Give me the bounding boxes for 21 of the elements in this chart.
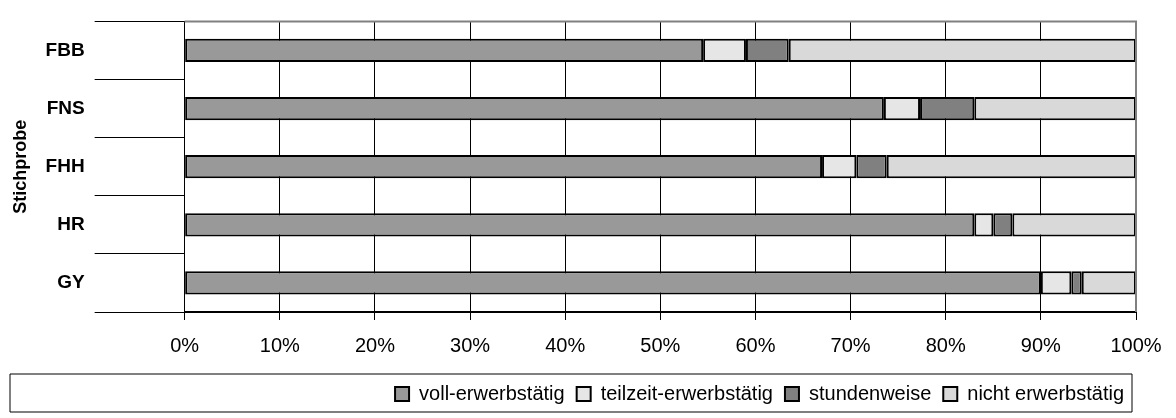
legend-label: voll-erwerbstätig: [419, 381, 565, 404]
legend-label: teilzeit-erwerbstätig: [600, 381, 773, 404]
x-tick-label: 100%: [1110, 333, 1162, 356]
legend-label: nicht erwerbstätig: [967, 381, 1125, 404]
y-tick-label: GY: [57, 271, 85, 293]
x-tick-label: 90%: [1020, 333, 1062, 356]
y-tick-label: HR: [57, 213, 85, 235]
x-tick-label: 80%: [925, 333, 966, 356]
y-tick-label: FBB: [45, 38, 85, 60]
x-tick-label: 10%: [259, 333, 301, 356]
y-tick-label: FHH: [45, 154, 85, 176]
x-tick-label: 60%: [735, 333, 776, 356]
x-tick-label: 40%: [545, 333, 586, 356]
y-axis-title: Stichprobe: [9, 119, 30, 214]
x-tick-label: 0%: [170, 333, 200, 356]
x-tick-label: 20%: [354, 333, 396, 356]
x-tick-label: 70%: [830, 333, 871, 356]
y-tick-label: FNS: [46, 96, 85, 118]
x-tick-label: 30%: [450, 333, 491, 356]
x-tick-label: 50%: [640, 333, 681, 356]
legend-label: stundenweise: [808, 381, 932, 404]
